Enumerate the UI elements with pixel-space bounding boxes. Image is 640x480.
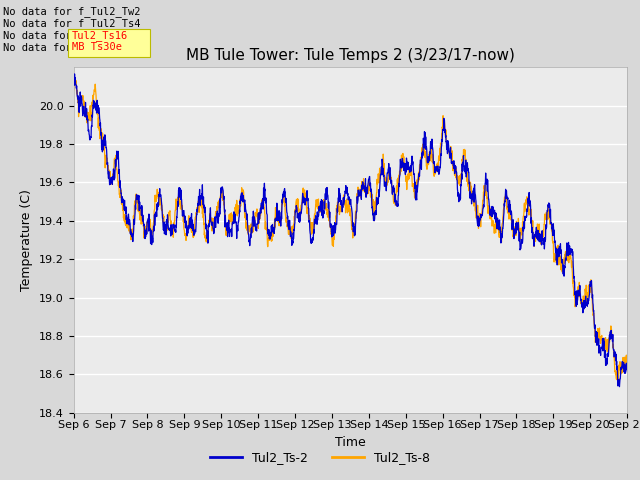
Title: MB Tule Tower: Tule Temps 2 (3/23/17-now): MB Tule Tower: Tule Temps 2 (3/23/17-now… <box>186 48 515 63</box>
Y-axis label: Temperature (C): Temperature (C) <box>20 189 33 291</box>
Text: MB Ts30e: MB Ts30e <box>72 42 122 52</box>
Text: No data for f_Tul2_Ts30: No data for f_Tul2_Ts30 <box>3 42 147 53</box>
Legend: Tul2_Ts-2, Tul2_Ts-8: Tul2_Ts-2, Tul2_Ts-8 <box>205 446 435 469</box>
Text: No data for f_Tul2_Ts16: No data for f_Tul2_Ts16 <box>3 30 147 41</box>
Text: No data for f_Tul2_Ts4: No data for f_Tul2_Ts4 <box>3 18 141 29</box>
X-axis label: Time: Time <box>335 436 366 449</box>
Text: No data for f_Tul2_Tw2: No data for f_Tul2_Tw2 <box>3 6 141 17</box>
Text: Tul2_Ts16: Tul2_Ts16 <box>72 30 128 41</box>
